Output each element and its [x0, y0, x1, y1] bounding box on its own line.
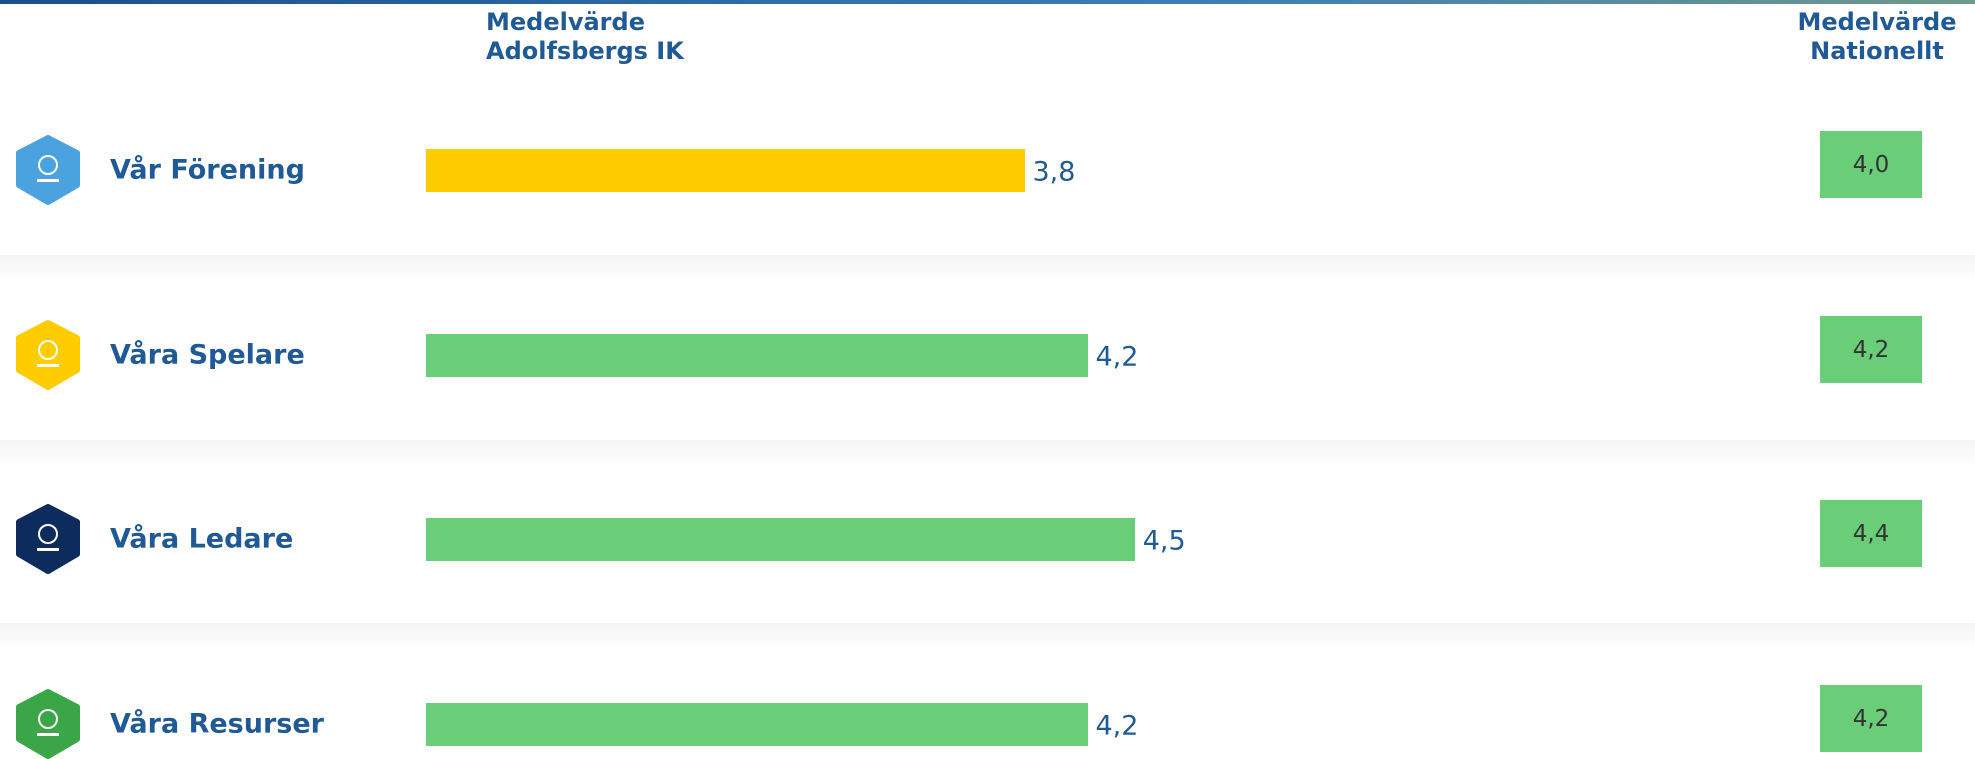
category-label: Våra Resurser: [110, 708, 324, 740]
national-value-label: 4,4: [1852, 520, 1890, 547]
category-icon: [16, 135, 80, 205]
column-header: Medelvärde Nationellt: [1797, 8, 1957, 65]
category-label: Vår Förening: [110, 154, 305, 186]
row-separator: [0, 255, 1975, 281]
value-label: 4,5: [1142, 525, 1186, 557]
bar: [426, 702, 1088, 746]
value-label: 4,2: [1095, 710, 1139, 742]
category-label: Våra Ledare: [110, 523, 294, 555]
national-value-label: 4,2: [1852, 336, 1890, 363]
national-value-box: 4,0: [1820, 131, 1922, 198]
category-icon: [16, 320, 80, 390]
row-separator: [0, 623, 1975, 649]
bar: [426, 517, 1135, 561]
category-label: Våra Spelare: [110, 339, 305, 371]
national-value-label: 4,2: [1852, 705, 1890, 732]
bar: [426, 148, 1025, 192]
national-value-label: 4,0: [1852, 151, 1890, 178]
value-label: 4,2: [1095, 341, 1139, 373]
national-value-box: 4,2: [1820, 685, 1922, 752]
column-header: Medelvärde Adolfsbergs IK: [486, 8, 684, 65]
category-icon: [16, 504, 80, 574]
bar: [426, 333, 1088, 377]
row-separator: [0, 440, 1975, 466]
value-label: 3,8: [1032, 156, 1076, 188]
top-bar: [0, 0, 1975, 4]
national-value-box: 4,4: [1820, 500, 1922, 567]
national-value-box: 4,2: [1820, 316, 1922, 383]
